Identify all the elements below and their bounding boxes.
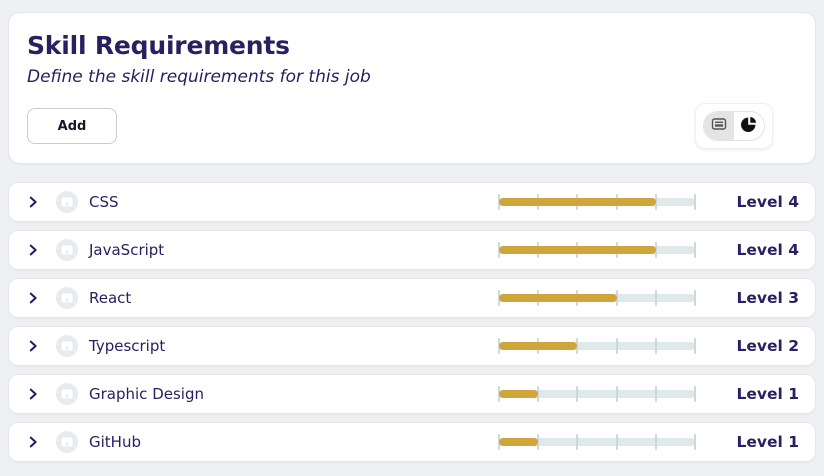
slider-tick bbox=[654, 194, 657, 210]
level-slider[interactable] bbox=[498, 241, 696, 259]
skill-avatar-placeholder bbox=[56, 383, 78, 405]
chevron-right-icon[interactable] bbox=[25, 242, 41, 258]
skill-row: GitHub Level 1 bbox=[8, 422, 816, 462]
level-label: Level 1 bbox=[736, 433, 800, 451]
slider-fill bbox=[499, 294, 617, 302]
slider-tick bbox=[576, 434, 579, 450]
slider-tick bbox=[615, 434, 618, 450]
add-skill-button[interactable]: Add bbox=[27, 108, 117, 144]
chevron-right-icon[interactable] bbox=[25, 338, 41, 354]
slider-tick bbox=[537, 434, 540, 450]
skill-avatar-placeholder bbox=[56, 431, 78, 453]
chevron-right-icon[interactable] bbox=[25, 434, 41, 450]
slider-tick bbox=[694, 386, 696, 402]
slider-fill bbox=[499, 390, 539, 398]
slider-fill bbox=[499, 246, 656, 254]
skill-requirements-panel: Skill Requirements Define the skill requ… bbox=[8, 12, 816, 462]
page-subtitle: Define the skill requirements for this j… bbox=[27, 67, 371, 87]
skill-name: Typescript bbox=[89, 337, 166, 355]
header-card: Skill Requirements Define the skill requ… bbox=[8, 12, 816, 164]
skill-avatar-placeholder bbox=[56, 335, 78, 357]
view-toggle-pill bbox=[703, 111, 765, 141]
pie-chart-icon bbox=[741, 116, 757, 136]
skill-avatar-placeholder bbox=[56, 239, 78, 261]
skill-row: React Level 3 bbox=[8, 278, 816, 318]
skill-name: JavaScript bbox=[89, 241, 165, 259]
slider-tick bbox=[694, 194, 696, 210]
skill-name: GitHub bbox=[89, 433, 141, 451]
level-slider[interactable] bbox=[498, 193, 696, 211]
skill-row: Typescript Level 2 bbox=[8, 326, 816, 366]
level-slider[interactable] bbox=[498, 433, 696, 451]
chevron-right-icon[interactable] bbox=[25, 386, 41, 402]
slider-tick bbox=[694, 338, 696, 354]
slider-track bbox=[499, 438, 695, 446]
pie-chart-view-toggle[interactable] bbox=[734, 112, 764, 140]
view-toggle bbox=[695, 103, 773, 149]
slider-tick bbox=[694, 434, 696, 450]
slider-tick bbox=[654, 434, 657, 450]
slider-tick bbox=[615, 386, 618, 402]
level-slider[interactable] bbox=[498, 289, 696, 307]
skill-name: React bbox=[89, 289, 132, 307]
slider-tick bbox=[615, 290, 618, 306]
chevron-right-icon[interactable] bbox=[25, 194, 41, 210]
slider-tick bbox=[694, 290, 696, 306]
header-actions: Add bbox=[27, 103, 797, 149]
level-label: Level 4 bbox=[736, 241, 800, 259]
slider-tick bbox=[654, 242, 657, 258]
level-slider[interactable] bbox=[498, 385, 696, 403]
slider-track bbox=[499, 342, 695, 350]
slider-tick bbox=[576, 386, 579, 402]
slider-fill bbox=[499, 438, 539, 446]
skill-row: Graphic Design Level 1 bbox=[8, 374, 816, 414]
slider-tick bbox=[537, 386, 540, 402]
skill-name: CSS bbox=[89, 193, 119, 211]
level-label: Level 4 bbox=[736, 193, 800, 211]
skill-row: CSS Level 4 bbox=[8, 182, 816, 222]
slider-track bbox=[499, 390, 695, 398]
level-label: Level 1 bbox=[736, 385, 800, 403]
page-title: Skill Requirements bbox=[27, 31, 290, 60]
slider-tick bbox=[654, 338, 657, 354]
skill-avatar-placeholder bbox=[56, 191, 78, 213]
skill-rows: CSS Level 4 JavaScript Level 4 bbox=[8, 182, 816, 462]
slider-tick bbox=[694, 242, 696, 258]
level-slider[interactable] bbox=[498, 337, 696, 355]
skill-name: Graphic Design bbox=[89, 385, 204, 403]
slider-tick bbox=[654, 290, 657, 306]
level-label: Level 2 bbox=[736, 337, 800, 355]
slider-tick bbox=[615, 338, 618, 354]
level-label: Level 3 bbox=[736, 289, 800, 307]
slider-tick bbox=[654, 386, 657, 402]
slider-tick bbox=[576, 338, 579, 354]
list-view-icon bbox=[711, 116, 727, 136]
chevron-right-icon[interactable] bbox=[25, 290, 41, 306]
skill-row: JavaScript Level 4 bbox=[8, 230, 816, 270]
skill-avatar-placeholder bbox=[56, 287, 78, 309]
slider-fill bbox=[499, 342, 578, 350]
list-view-toggle[interactable] bbox=[704, 112, 734, 140]
slider-fill bbox=[499, 198, 656, 206]
